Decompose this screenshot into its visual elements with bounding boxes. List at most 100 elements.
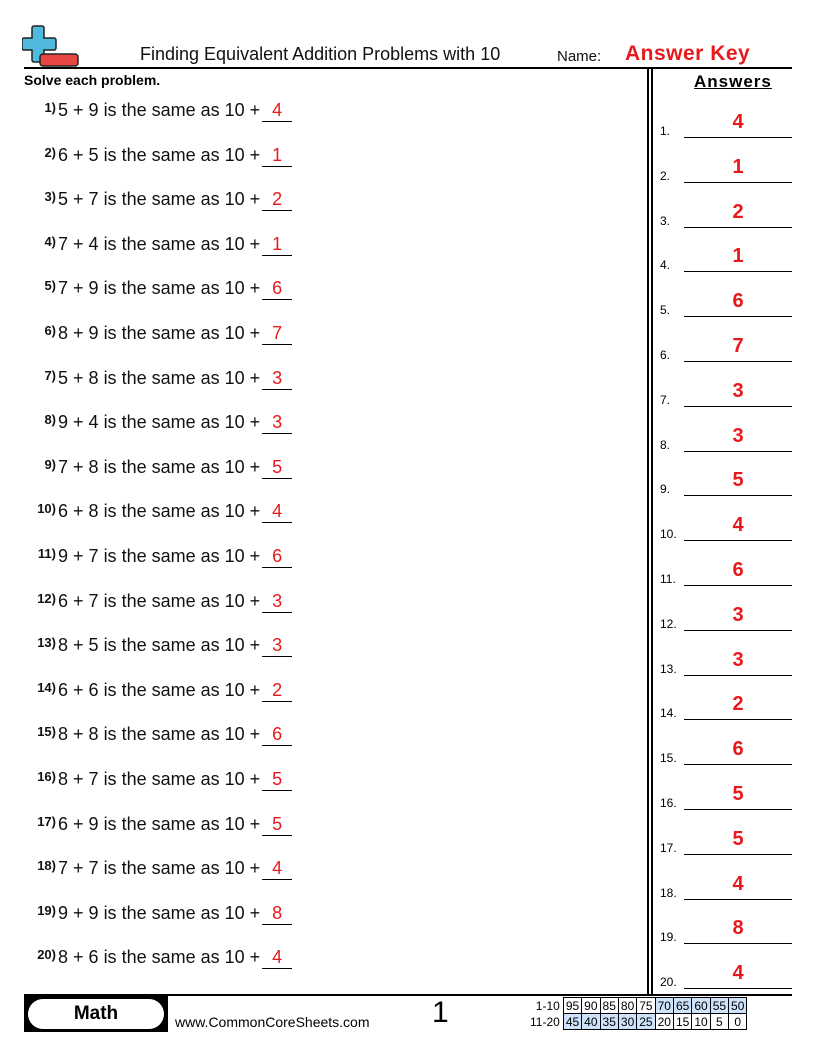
answer-key-row: 9. 5 bbox=[660, 466, 792, 497]
problem-row: 12) 6 + 7 is the same as 10 +3 bbox=[24, 590, 293, 621]
answer-key-value: 4 bbox=[684, 111, 792, 138]
problem-row: 13) 8 + 5 is the same as 10 +3 bbox=[24, 635, 293, 665]
problem-expression: 6 + 7 bbox=[58, 590, 99, 611]
name-value: Answer Key bbox=[625, 42, 751, 65]
answer-key-number: 1. bbox=[660, 124, 671, 138]
answer-blank: 3 bbox=[262, 635, 293, 658]
answer-key-row: 10. 4 bbox=[660, 511, 792, 542]
problem-text: is the same as 10 + bbox=[103, 233, 261, 254]
answer-blank: 2 bbox=[262, 680, 293, 702]
answer-blank: 5 bbox=[262, 814, 293, 836]
answer-key-value: 6 bbox=[684, 290, 792, 318]
problem-number: 12) bbox=[37, 590, 56, 606]
problem-row: 15) 8 + 8 is the same as 10 +6 bbox=[24, 724, 293, 754]
score-row: 11-20 45 40 35 30 25 20 15 10 5 0 bbox=[528, 1013, 748, 1030]
problem-text: is the same as 10 + bbox=[103, 858, 261, 879]
answer-blank: 6 bbox=[262, 724, 293, 747]
answer-blank: 4 bbox=[262, 501, 293, 524]
answer-key-number: 9. bbox=[660, 482, 671, 497]
problem-text: is the same as 10 + bbox=[103, 501, 261, 522]
problem-text: is the same as 10 + bbox=[103, 144, 261, 165]
score-row-label: 11-20 bbox=[530, 1014, 560, 1029]
answer-key-row: 13. 3 bbox=[660, 646, 792, 676]
answer-key-number: 11. bbox=[660, 572, 676, 586]
score-cell: 90 bbox=[581, 997, 601, 1014]
answer-key-number: 14. bbox=[660, 706, 677, 721]
answer-key-number: 3. bbox=[660, 213, 671, 228]
problem-text: is the same as 10 + bbox=[103, 724, 261, 745]
answer-key-row: 8. 3 bbox=[660, 422, 792, 452]
problem-row: 3) 5 + 7 is the same as 10 +2 bbox=[24, 189, 293, 219]
problem-number: 18) bbox=[37, 858, 56, 874]
problem-text: is the same as 10 + bbox=[103, 769, 261, 789]
problem-text: is the same as 10 + bbox=[103, 367, 261, 388]
problem-expression: 5 + 8 bbox=[58, 367, 99, 388]
answer-key-number: 2. bbox=[660, 168, 671, 183]
answer-key-value: 4 bbox=[684, 514, 792, 542]
problem-row: 2) 6 + 5 is the same as 10 +1 bbox=[24, 144, 293, 175]
answer-key-row: 20. 4 bbox=[660, 959, 792, 990]
answer-key-value: 3 bbox=[684, 604, 792, 631]
problem-expression: 7 + 8 bbox=[58, 456, 99, 477]
problem-row: 7) 5 + 8 is the same as 10 +3 bbox=[24, 367, 293, 398]
answer-blank: 2 bbox=[262, 189, 293, 212]
problem-text: is the same as 10 + bbox=[103, 546, 261, 566]
problem-expression: 7 + 4 bbox=[58, 233, 99, 254]
answer-blank: 1 bbox=[262, 145, 293, 167]
score-cell: 25 bbox=[636, 1013, 656, 1030]
site-url[interactable]: www.CommonCoreSheets.com bbox=[175, 1014, 370, 1030]
problem-row: 18) 7 + 7 is the same as 10 +4 bbox=[24, 858, 293, 888]
problem-expression: 6 + 9 bbox=[58, 813, 99, 834]
problem-row: 6) 8 + 9 is the same as 10 +7 bbox=[24, 323, 293, 353]
column-divider bbox=[651, 68, 653, 995]
answer-key-value: 2 bbox=[684, 201, 792, 228]
problem-expression: 9 + 4 bbox=[58, 412, 99, 433]
answer-key-row: 1. 4 bbox=[660, 108, 792, 138]
answer-key-value: 5 bbox=[684, 469, 792, 497]
problem-text: is the same as 10 + bbox=[103, 323, 261, 343]
answer-key-row: 2. 1 bbox=[660, 153, 792, 183]
answer-key-row: 4. 1 bbox=[660, 242, 792, 273]
problem-text: is the same as 10 + bbox=[103, 813, 261, 834]
problem-number: 19) bbox=[37, 902, 56, 918]
answer-blank: 5 bbox=[262, 769, 293, 791]
answer-key-number: 4. bbox=[660, 258, 671, 273]
answer-key-row: 19. 8 bbox=[660, 914, 792, 945]
score-cell: 50 bbox=[728, 997, 748, 1014]
name-label: Name: bbox=[557, 48, 602, 65]
problem-expression: 5 + 7 bbox=[58, 189, 99, 210]
answer-key-number: 17. bbox=[660, 840, 677, 855]
score-cell: 0 bbox=[728, 1013, 748, 1030]
score-cell: 95 bbox=[562, 997, 583, 1014]
answer-blank: 6 bbox=[262, 278, 293, 301]
footer-divider bbox=[24, 994, 792, 996]
problem-expression: 9 + 7 bbox=[58, 546, 99, 566]
score-row-label: 1-10 bbox=[535, 998, 560, 1013]
problem-number: 1) bbox=[44, 100, 56, 115]
problem-expression: 8 + 8 bbox=[58, 724, 99, 745]
score-cell: 85 bbox=[599, 997, 619, 1014]
problem-number: 15) bbox=[37, 724, 56, 740]
answer-key-value: 5 bbox=[684, 783, 792, 810]
score-cell: 65 bbox=[672, 997, 693, 1014]
answer-key-row: 15. 6 bbox=[660, 735, 792, 766]
worksheet-title: Finding Equivalent Addition Problems wit… bbox=[140, 44, 501, 64]
score-cell: 45 bbox=[562, 1013, 583, 1030]
answer-key-value: 4 bbox=[684, 962, 792, 990]
instructions: Solve each problem. bbox=[24, 72, 161, 88]
problem-row: 14) 6 + 6 is the same as 10 +2 bbox=[24, 680, 293, 710]
problem-number: 17) bbox=[37, 813, 56, 829]
problem-number: 8) bbox=[44, 412, 56, 428]
problem-number: 11) bbox=[37, 546, 56, 561]
score-cell: 10 bbox=[691, 1013, 711, 1030]
score-cell: 60 bbox=[691, 997, 711, 1014]
score-cell: 5 bbox=[709, 1013, 730, 1030]
answer-key-row: 12. 3 bbox=[660, 601, 792, 631]
answer-key-row: 3. 2 bbox=[660, 198, 792, 228]
problem-expression: 8 + 9 bbox=[58, 323, 99, 343]
problem-number: 9) bbox=[44, 456, 56, 472]
answer-blank: 7 bbox=[262, 323, 293, 345]
header-divider bbox=[24, 67, 792, 69]
answer-key-number: 8. bbox=[660, 437, 671, 452]
answer-key-row: 11. 6 bbox=[660, 556, 792, 586]
